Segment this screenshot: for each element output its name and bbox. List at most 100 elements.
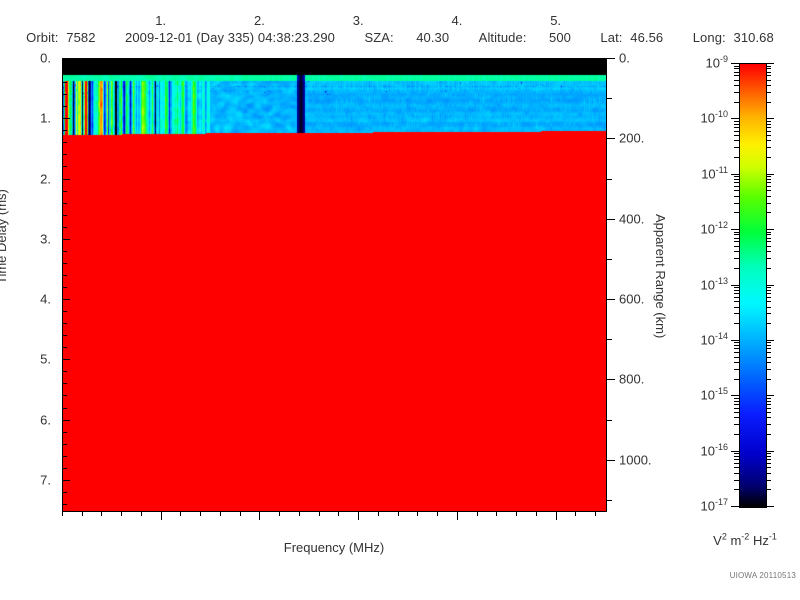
axis-tick: [734, 130, 739, 132]
long-value: 310.68: [733, 30, 774, 45]
colorbar-units-label: V2 m-2 Hz-1: [690, 531, 800, 548]
colorbar-tick-label: 10-13: [701, 276, 728, 292]
colorbar-tick-exponent: -14: [714, 331, 728, 342]
x-axis-tick-label: 3.: [352, 13, 364, 28]
axis-tick: [731, 63, 739, 64]
y-axis-left-tick-label: 3.: [40, 231, 51, 247]
axis-tick: [734, 489, 739, 491]
axis-tick: [766, 417, 771, 419]
y-axis-left-tick-label: 4.: [40, 291, 51, 307]
axis-tick: [766, 190, 771, 192]
axis-tick: [766, 63, 774, 64]
y-axis-left-tick-label: 5.: [40, 351, 51, 367]
colorbar-tick-exponent: -17: [714, 497, 728, 508]
y-axis-left-tick-label: 1.: [40, 110, 51, 126]
axis-tick: [766, 91, 771, 93]
axis-tick: [734, 179, 739, 181]
colorbar-tick-base: 10: [700, 498, 715, 514]
axis-tick: [766, 126, 771, 128]
axis-tick: [606, 379, 615, 381]
axis-tick: [766, 68, 771, 70]
axis-tick: [734, 348, 739, 350]
axis-tick: [766, 472, 771, 474]
units-v-exp: 2: [721, 531, 727, 542]
axis-tick: [766, 135, 771, 137]
y-axis-left-tick-label: 0.: [40, 50, 51, 66]
axis-tick: [731, 284, 739, 286]
axis-tick: [734, 71, 739, 73]
axis-tick: [766, 267, 771, 269]
colorbar: [739, 63, 767, 508]
axis-tick: [766, 296, 771, 298]
axis-tick: [734, 407, 739, 409]
y-axis-right-tick-label: 800.: [619, 371, 645, 387]
axis-tick: [734, 455, 739, 457]
axis-tick: [766, 455, 771, 457]
axis-tick: [766, 179, 771, 181]
axis-tick: [766, 479, 771, 481]
colorbar-tick-exponent: -11: [715, 164, 728, 175]
axis-tick: [731, 118, 739, 120]
axis-tick: [734, 467, 739, 469]
axis-tick: [734, 403, 739, 405]
axis-tick: [766, 301, 771, 303]
axis-tick: [766, 118, 774, 120]
axis-tick: [766, 79, 771, 81]
axis-tick: [734, 135, 739, 137]
axis-tick: [766, 407, 771, 409]
axis-tick: [734, 65, 739, 67]
axis-tick: [734, 258, 739, 260]
colorbar-tick-exponent: -16: [714, 441, 728, 452]
axis-tick: [766, 245, 771, 247]
axis-tick: [734, 306, 739, 308]
y-axis-right-tick-label: 400.: [619, 211, 645, 227]
axis-tick: [766, 237, 771, 239]
axis-tick: [734, 400, 739, 402]
colorbar-tick-label: 10-14: [701, 331, 728, 348]
axis-tick: [734, 195, 739, 197]
axis-tick: [766, 195, 771, 197]
axis-tick: [734, 176, 739, 178]
axis-tick: [766, 339, 774, 341]
axis-tick: [766, 368, 771, 370]
radargram-plot-area: [62, 58, 607, 512]
axis-tick: [766, 356, 771, 358]
axis-tick: [734, 85, 739, 87]
lat-value: 46.56: [630, 30, 664, 45]
axis-tick: [734, 202, 739, 204]
axis-tick: [766, 157, 771, 159]
axis-tick: [734, 231, 739, 233]
axis-tick: [734, 186, 739, 188]
axis-tick: [734, 345, 739, 347]
axis-tick: [734, 147, 739, 149]
axis-tick: [731, 506, 739, 507]
axis-tick: [766, 186, 771, 188]
axis-tick: [259, 511, 261, 520]
axis-tick: [766, 345, 771, 347]
axis-tick: [731, 173, 739, 175]
colorbar-tick-base: 10: [701, 166, 716, 182]
axis-tick: [160, 511, 162, 520]
axis-tick: [766, 234, 771, 236]
axis-tick: [606, 218, 615, 220]
axis-tick: [734, 323, 739, 325]
axis-tick: [734, 397, 739, 399]
colorbar-tick-label: 10-15: [700, 387, 728, 403]
colorbar-left-ticks: [731, 63, 740, 507]
axis-tick: [766, 342, 771, 344]
colorbar-tick-base: 10: [700, 387, 715, 403]
axis-tick: [766, 378, 771, 380]
colorbar-tick-base: 10: [700, 110, 715, 126]
header-metadata: Orbit: 7582 2009-12-01 (Day 335) 04:38:2…: [0, 30, 800, 45]
x-axis-tick-label: 4.: [451, 13, 463, 28]
axis-tick: [606, 58, 615, 59]
axis-tick: [766, 293, 771, 295]
axis-tick: [555, 511, 557, 520]
axis-tick: [734, 462, 739, 464]
y-axis-right-tick-label: 600.: [619, 291, 645, 307]
axis-tick: [734, 91, 739, 93]
axis-tick: [766, 75, 771, 77]
colorbar-tick-base: 10: [700, 443, 715, 459]
axis-tick: [734, 296, 739, 298]
y-axis-right-title: Apparent Range (km): [653, 214, 668, 339]
